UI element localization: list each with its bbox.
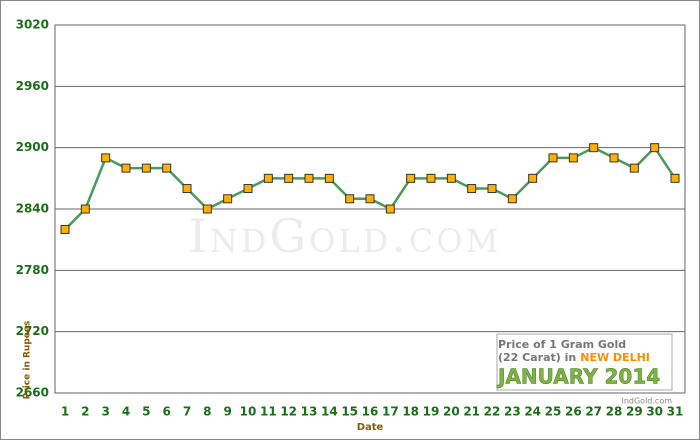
data-point (446, 173, 456, 183)
data-point (345, 194, 355, 204)
x-tick-label: 19 (423, 405, 440, 419)
x-tick-label: 16 (362, 405, 379, 419)
data-point (609, 153, 619, 163)
data-point (324, 173, 334, 183)
x-tick-label: 5 (142, 405, 150, 419)
x-tick-label: 1 (61, 405, 69, 419)
data-point (101, 153, 111, 163)
x-tick-label: 11 (260, 405, 277, 419)
data-point (467, 184, 477, 194)
x-tick-label: 23 (504, 405, 521, 419)
x-tick-label: 7 (183, 405, 191, 419)
y-tick-label: 2960 (16, 79, 49, 93)
data-point (182, 184, 192, 194)
x-tick-label: 13 (301, 405, 318, 419)
x-tick-label: 26 (565, 405, 582, 419)
y-tick-label: 2900 (16, 140, 49, 154)
x-tick-label: 6 (162, 405, 170, 419)
data-point (202, 204, 212, 214)
x-tick-label: 17 (382, 405, 399, 419)
y-tick-label: 2840 (16, 202, 49, 216)
data-point (141, 163, 151, 173)
data-point (670, 173, 680, 183)
x-tick-label: 27 (585, 405, 602, 419)
data-point (487, 184, 497, 194)
x-tick-label: 9 (223, 405, 231, 419)
x-tick-label: 25 (545, 405, 562, 419)
data-point (223, 194, 233, 204)
watermark: IndGold.com (189, 209, 502, 263)
data-point (284, 173, 294, 183)
data-point (385, 204, 395, 214)
x-tick-label: 14 (321, 405, 338, 419)
data-point (60, 224, 70, 234)
data-point (528, 173, 538, 183)
x-tick-label: 22 (484, 405, 501, 419)
data-point (589, 143, 599, 153)
x-tick-label: 8 (203, 405, 211, 419)
x-tick-label: 30 (646, 405, 663, 419)
data-point (629, 163, 639, 173)
x-tick-label: 18 (402, 405, 419, 419)
data-point (568, 153, 578, 163)
y-tick-label: 2660 (16, 386, 49, 400)
y-tick-label: 2720 (16, 324, 49, 338)
x-tick-label: 24 (524, 405, 541, 419)
data-point (304, 173, 314, 183)
x-tick-label: 28 (606, 405, 623, 419)
data-point (162, 163, 172, 173)
data-point (507, 194, 517, 204)
x-tick-label: 31 (667, 405, 684, 419)
x-tick-label: 15 (341, 405, 358, 419)
data-point (650, 143, 660, 153)
x-tick-label: 29 (626, 405, 643, 419)
x-tick-label: 4 (122, 405, 130, 419)
title: (22 Carat) in NEW DELHI (498, 351, 650, 364)
x-axis-label: Date (357, 422, 384, 433)
data-point (243, 184, 253, 194)
y-axis-label: Price in Rupees (23, 321, 33, 400)
source: IndGold.com (621, 397, 672, 406)
plot-border (54, 24, 686, 394)
y-tick-label: 2780 (16, 263, 49, 277)
data-point (406, 173, 416, 183)
subtitle: JANUARY 2014 (496, 365, 660, 389)
x-tick-label: 3 (101, 405, 109, 419)
x-tick-label: 2 (81, 405, 89, 419)
x-tick-label: 12 (280, 405, 297, 419)
y-tick-label: 3020 (16, 18, 49, 32)
data-point (548, 153, 558, 163)
x-tick-label: 21 (463, 405, 480, 419)
data-point (80, 204, 90, 214)
data-point (365, 194, 375, 204)
x-tick-label: 10 (240, 405, 257, 419)
data-point (121, 163, 131, 173)
data-point (426, 173, 436, 183)
data-point (263, 173, 273, 183)
title-city: NEW DELHI (580, 351, 650, 364)
title: Price of 1 Gram Gold (498, 338, 626, 351)
x-tick-label: 20 (443, 405, 460, 419)
title-part: (22 Carat) in (498, 351, 576, 364)
legend-box (496, 333, 673, 391)
